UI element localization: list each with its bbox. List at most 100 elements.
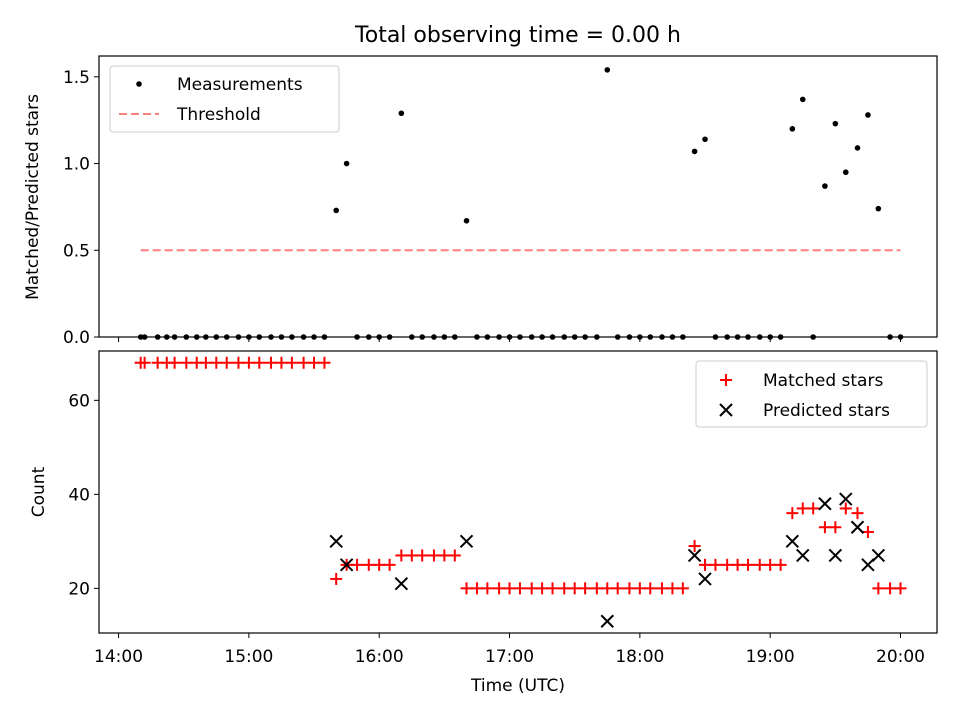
matched-star-point <box>829 521 842 534</box>
predicted-star-point <box>394 576 409 591</box>
bottom-x-tick-label: 17:00 <box>485 647 534 667</box>
matched-star-point <box>460 582 473 595</box>
matched-star-point <box>731 558 744 571</box>
bottom-y-tick-label: 40 <box>68 485 90 505</box>
matched-star-point <box>242 356 255 369</box>
bottom-x-tick-label: 16:00 <box>355 647 404 667</box>
measurement-point <box>398 110 405 117</box>
matched-star-point <box>427 549 440 562</box>
bottom-y-ticks: 20 40 60 <box>68 391 99 599</box>
measurement-point <box>333 207 339 214</box>
predicted-star-point <box>871 548 886 563</box>
matched-star-point <box>168 356 181 369</box>
top-y-tick-label: 0.0 <box>63 328 90 348</box>
matched-star-point <box>351 558 364 571</box>
matched-star-point <box>362 558 375 571</box>
matched-star-point <box>611 582 624 595</box>
matched-star-point <box>180 356 193 369</box>
matched-star-point <box>709 558 722 571</box>
predicted-star-point <box>698 572 712 586</box>
bottom-x-tick-label: 19:00 <box>746 647 795 667</box>
top-y-tick-label: 1.5 <box>63 68 90 88</box>
matched-star-point <box>786 507 799 520</box>
matched-star-point <box>839 502 852 515</box>
top-y-axis-label: Matched/Predicted stars <box>23 94 43 300</box>
matched-star-point <box>253 356 266 369</box>
matched-star-point <box>894 582 907 595</box>
matched-star-point <box>753 558 766 571</box>
bottom-marks <box>134 356 907 628</box>
legend-measurements-label: Measurements <box>177 75 303 95</box>
predicted-star-point <box>828 548 843 563</box>
matched-star-point <box>438 549 451 562</box>
x-axis-label: Time (UTC) <box>470 676 565 696</box>
matched-star-point <box>623 582 636 595</box>
matched-star-point <box>742 558 755 571</box>
measurement-point <box>832 120 839 127</box>
matched-star-point <box>416 549 429 562</box>
matched-star-point <box>503 582 516 595</box>
legend-predicted-label: Predicted stars <box>763 401 890 421</box>
matched-star-point <box>884 582 897 595</box>
matched-star-point <box>807 502 820 515</box>
predicted-star-point <box>796 548 810 563</box>
matched-star-point <box>395 549 408 562</box>
legend-measurements-marker <box>136 81 142 87</box>
bottom-axes-frame <box>98 350 938 634</box>
predicted-star-point <box>459 534 474 549</box>
matched-star-point <box>546 582 559 595</box>
matched-star-point <box>210 356 223 369</box>
matched-star-point <box>688 540 701 553</box>
matched-star-point <box>220 356 233 369</box>
matched-star-point <box>601 582 614 595</box>
matched-star-point <box>481 582 494 595</box>
matched-star-point <box>851 507 864 520</box>
bottom-panel: 20 40 60 14:00 15:00 16:00 17:00 18:00 19:00 20:… <box>29 350 938 696</box>
bottom-y-axis-label: Count <box>29 466 49 517</box>
matched-star-point <box>138 356 151 369</box>
matched-star-point <box>644 582 657 595</box>
matched-star-point <box>590 582 603 595</box>
top-y-tick-label: 0.5 <box>63 241 90 261</box>
measurement-point <box>691 148 698 155</box>
legend-matched-label: Matched stars <box>763 371 883 391</box>
matched-star-point <box>308 356 321 369</box>
predicted-star-point <box>785 534 800 549</box>
matched-star-point <box>470 582 483 595</box>
matched-star-point <box>373 558 386 571</box>
matched-star-point <box>656 582 669 595</box>
matched-star-point <box>232 356 245 369</box>
matched-star-point <box>774 558 787 571</box>
bottom-y-tick-label: 20 <box>68 579 90 599</box>
measurement-point <box>822 183 828 189</box>
measurement-point <box>702 136 708 143</box>
measurement-point <box>854 145 861 151</box>
legend-matched-marker <box>720 374 732 386</box>
matched-star-point <box>699 558 712 571</box>
predicted-star-point <box>687 548 702 563</box>
matched-star-point <box>872 582 885 595</box>
matched-star-point <box>536 582 549 595</box>
predicted-star-point <box>818 497 832 511</box>
top-legend: Measurements Threshold <box>109 65 340 133</box>
top-y-ticks: 0.0 0.5 1.0 1.5 <box>63 68 99 348</box>
matched-star-point <box>568 582 581 595</box>
predicted-star-point <box>850 520 865 534</box>
predicted-star-point <box>839 492 853 506</box>
measurement-point <box>604 67 611 73</box>
measurement-point <box>842 169 849 176</box>
matched-star-point <box>558 582 571 595</box>
predicted-star-point <box>600 614 614 628</box>
bottom-legend-box <box>695 360 928 428</box>
matched-star-point <box>330 572 343 585</box>
matched-star-point <box>448 549 461 562</box>
bottom-x-tick-label: 15:00 <box>224 647 273 667</box>
bottom-y-tick-label: 60 <box>68 391 90 411</box>
top-legend-box <box>109 65 340 133</box>
chart-title: Total observing time = 0.00 h <box>354 23 681 48</box>
matched-star-point <box>525 582 538 595</box>
measurement-point <box>343 160 350 167</box>
matched-star-point <box>676 582 689 595</box>
legend-threshold-label: Threshold <box>176 105 261 125</box>
